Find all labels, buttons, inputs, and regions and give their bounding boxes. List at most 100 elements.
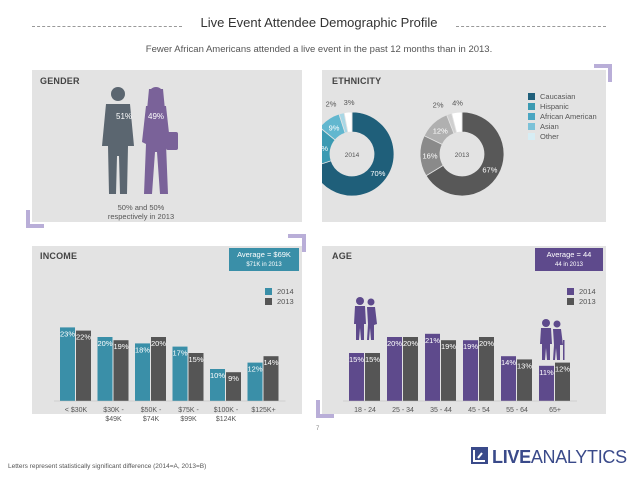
legend-swatch <box>567 297 574 305</box>
bar-2013 <box>555 362 570 401</box>
bar-value-label: 23% <box>60 329 75 338</box>
corner-bracket <box>288 234 306 252</box>
legend-label: 2014 <box>277 286 294 296</box>
footnote: Letters represent statistically signific… <box>8 463 207 470</box>
donut-slice <box>322 111 395 197</box>
bar-value-label: 9% <box>228 374 239 383</box>
category-label: 18 - 24 <box>354 407 376 414</box>
female-percent: 49% <box>148 112 165 121</box>
category-label: $124K <box>216 416 237 423</box>
bar-2013 <box>441 340 456 401</box>
legend-label: Asian <box>540 121 559 131</box>
category-label: 55 - 64 <box>506 407 528 414</box>
bar-2013 <box>263 356 279 401</box>
donut-center-label: 2014 <box>345 152 360 159</box>
male-figure-icon <box>102 87 134 194</box>
bar-2014 <box>210 369 225 401</box>
legend-item: Hispanic <box>528 101 597 111</box>
bar-value-label: 21% <box>425 336 440 345</box>
legend-swatch <box>528 112 535 120</box>
legend-label: 2013 <box>277 296 294 306</box>
category-label: 65+ <box>549 407 561 414</box>
age-average-sub: 44 in 2013 <box>554 262 584 268</box>
bar-value-label: 18% <box>135 345 150 354</box>
category-label: $50K - <box>141 407 162 414</box>
title-divider-left <box>32 26 182 27</box>
bar-2013 <box>403 337 418 401</box>
bar-value-label: 11% <box>539 368 554 377</box>
slice-label: 67% <box>482 166 497 175</box>
category-label: $74K <box>143 416 160 423</box>
legend-swatch <box>567 287 574 295</box>
bar-value-label: 13% <box>517 361 532 370</box>
legend-item: 2013 <box>265 296 294 306</box>
income-legend: 2014 2013 <box>265 286 294 306</box>
age-legend: 2014 2013 <box>567 286 596 306</box>
ethnicity-donut-charts: 70% 16% 9% 2% 3% 2014 67% 16% 12% 2% 4% 2013 <box>322 98 505 197</box>
category-label: 25 - 34 <box>392 407 414 414</box>
bar-2014 <box>349 353 364 401</box>
senior-couple-icon <box>540 319 565 360</box>
male-percent: 51% <box>116 112 133 121</box>
bar-2014 <box>60 327 75 401</box>
bar-2013 <box>226 372 241 401</box>
legend-item: 2014 <box>567 286 596 296</box>
legend-label: 2014 <box>579 286 596 296</box>
legend-swatch <box>528 132 535 140</box>
bar-2013 <box>76 330 91 401</box>
gender-header: GENDER <box>40 76 80 86</box>
page-number: 7 <box>316 426 320 432</box>
category-label: $125K+ <box>251 407 275 414</box>
legend-label: Caucasian <box>540 91 576 101</box>
bar-2014 <box>387 337 402 401</box>
bar-value-label: 17% <box>172 349 187 358</box>
donut-slice <box>343 111 353 133</box>
category-label: < $30K <box>65 407 88 414</box>
bar-2014 <box>425 333 440 401</box>
legend-swatch <box>528 102 535 110</box>
bar-2013 <box>188 353 204 401</box>
brand-name: LIVEANALYTICS <box>492 447 627 467</box>
bar-value-label: 14% <box>501 358 516 367</box>
legend-label: Hispanic <box>540 101 569 111</box>
category-label: $75K - <box>178 407 199 414</box>
legend-swatch <box>265 297 272 305</box>
legend-item: Caucasian <box>528 91 597 101</box>
legend-swatch <box>528 122 535 130</box>
slice-label: 4% <box>452 98 463 107</box>
bar-value-label: 14% <box>263 358 278 367</box>
category-label: $49K <box>105 416 122 423</box>
title-divider-right <box>456 26 606 27</box>
category-label: $30K - <box>103 407 124 414</box>
gender-note-line2: respectively in 2013 <box>107 212 175 221</box>
bar-value-label: 15% <box>365 355 380 364</box>
bar-2013 <box>479 337 494 401</box>
income-average-box: Average = $69K $71K in 2013 <box>229 248 299 271</box>
corner-bracket <box>594 64 612 82</box>
bar-value-label: 20% <box>403 339 418 348</box>
legend-item: African American <box>528 111 597 121</box>
slice-label: 16% <box>423 151 438 160</box>
donut-center-label: 2013 <box>455 152 470 159</box>
bar-value-label: 12% <box>247 365 262 374</box>
corner-bracket <box>26 210 44 228</box>
bar-2014 <box>501 356 516 401</box>
bar-value-label: 10% <box>210 371 225 380</box>
page-title: Live Event Attendee Demographic Profile <box>0 15 638 30</box>
ethnicity-legend: Caucasian Hispanic African American Asia… <box>528 91 597 141</box>
age-header: AGE <box>332 251 353 261</box>
bar-value-label: 20% <box>479 339 494 348</box>
slice-label: 16% <box>322 144 328 153</box>
bar-2014 <box>539 365 554 401</box>
donut-slice <box>322 128 336 165</box>
legend-item: Other <box>528 131 597 141</box>
slice-label: 3% <box>344 98 355 107</box>
bar-value-label: 19% <box>463 342 478 351</box>
bar-value-label: 12% <box>555 365 570 374</box>
income-average-label: Average = $69K <box>237 250 291 259</box>
category-label: $100K - <box>214 407 239 414</box>
ethnicity-panel <box>322 70 606 222</box>
bar-2013 <box>113 340 129 401</box>
